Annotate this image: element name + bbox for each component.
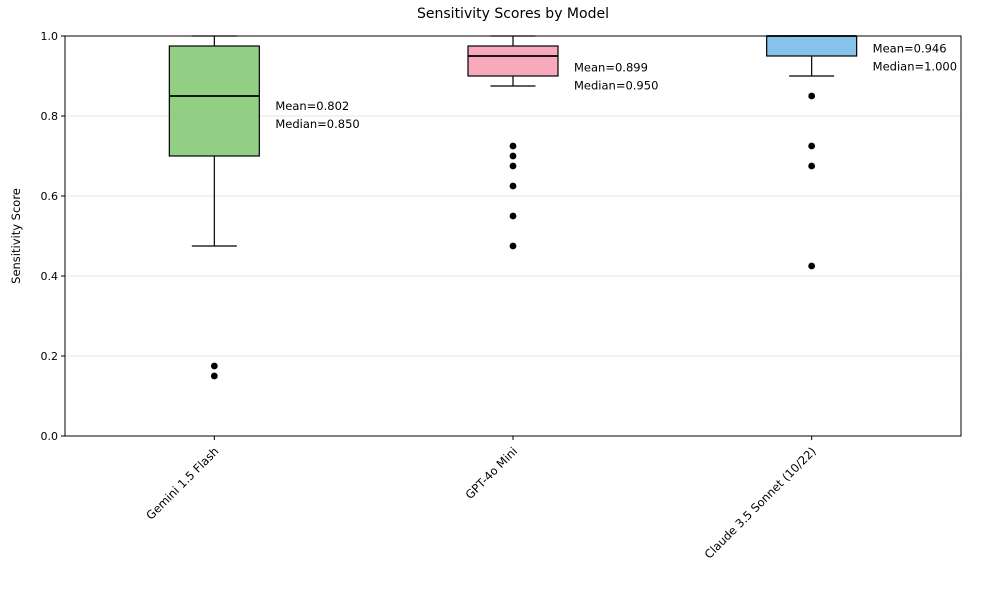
annotation-mean-claude-3-5-sonnet-10-22: Mean=0.946 bbox=[873, 42, 947, 56]
outlier-point-gpt-4o-mini bbox=[509, 182, 517, 190]
box-gemini-1-5-flash bbox=[168, 45, 260, 157]
y-axis-label: Sensitivity Score bbox=[9, 188, 23, 284]
y-axis-tick-label: 0.6 bbox=[41, 190, 59, 203]
outlier-point-gpt-4o-mini bbox=[509, 162, 517, 170]
outlier-point-gpt-4o-mini bbox=[509, 152, 517, 160]
chart-title: Sensitivity Scores by Model bbox=[417, 6, 609, 22]
x-axis-tick-label: Gemini 1.5 Flash bbox=[143, 444, 221, 522]
annotation-median-gemini-1-5-flash: Median=0.850 bbox=[275, 117, 359, 131]
y-axis-tick-label: 0.2 bbox=[41, 350, 59, 363]
annotation-mean-gpt-4o-mini: Mean=0.899 bbox=[574, 60, 648, 74]
outlier-point-gpt-4o-mini bbox=[509, 242, 517, 250]
y-axis-tick-label: 0.8 bbox=[41, 110, 59, 123]
outlier-point-gemini-1-5-flash bbox=[210, 372, 218, 380]
annotation-mean-gemini-1-5-flash: Mean=0.802 bbox=[275, 99, 349, 113]
y-axis-tick-label: 1.0 bbox=[41, 30, 59, 43]
outlier-point-claude-3-5-sonnet-10-22 bbox=[808, 162, 816, 170]
outlier-point-claude-3-5-sonnet-10-22 bbox=[808, 92, 816, 100]
outlier-point-gemini-1-5-flash bbox=[210, 362, 218, 370]
x-axis-tick-label: GPT-4o Mini bbox=[462, 444, 520, 502]
annotation-median-claude-3-5-sonnet-10-22: Median=1.000 bbox=[873, 60, 957, 74]
annotation-median-gpt-4o-mini: Median=0.950 bbox=[574, 78, 658, 92]
outlier-point-gpt-4o-mini bbox=[509, 142, 517, 150]
outlier-point-claude-3-5-sonnet-10-22 bbox=[808, 262, 816, 270]
outlier-point-claude-3-5-sonnet-10-22 bbox=[808, 142, 816, 150]
outlier-point-gpt-4o-mini bbox=[509, 212, 517, 220]
y-axis-tick-label: 0.4 bbox=[41, 270, 59, 283]
box-claude-3-5-sonnet-10-22 bbox=[766, 35, 858, 57]
plot-border bbox=[64, 35, 962, 437]
y-axis-tick-label: 0.0 bbox=[41, 430, 59, 443]
box-gpt-4o-mini bbox=[467, 45, 559, 77]
x-axis-tick-label: Claude 3.5 Sonnet (10/22) bbox=[702, 444, 819, 561]
